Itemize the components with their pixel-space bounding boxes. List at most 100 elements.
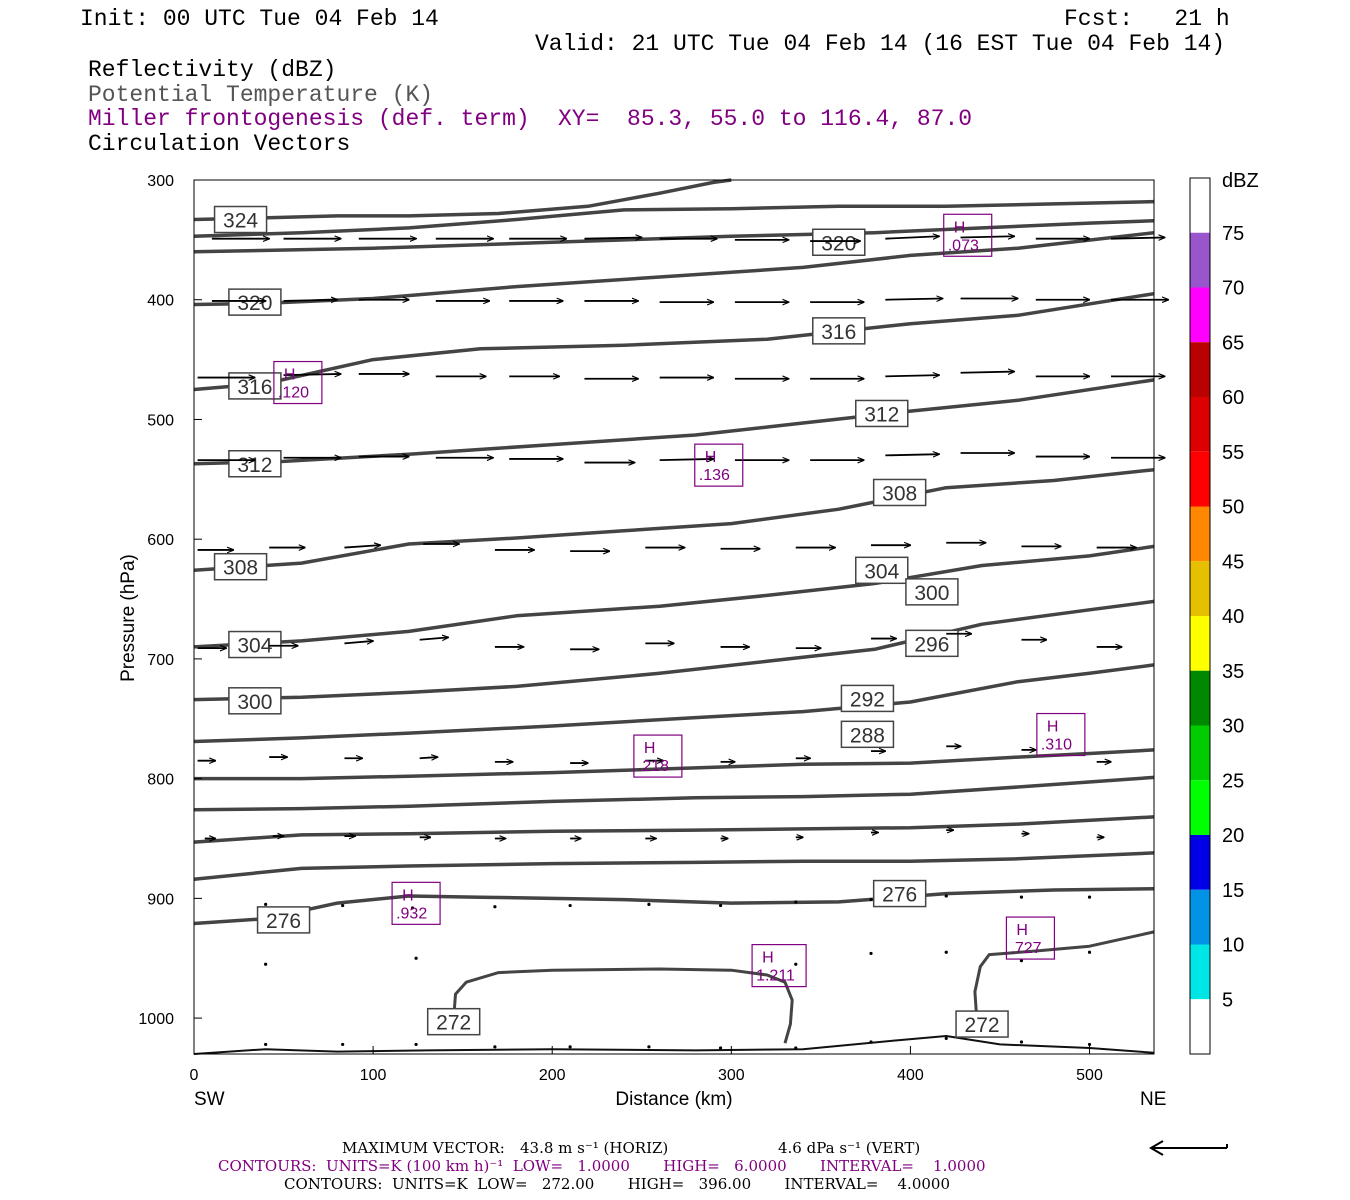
circulation-vector-dot bbox=[410, 906, 415, 910]
colorbar-swatch bbox=[1190, 780, 1210, 835]
colorbar-swatch bbox=[1190, 287, 1210, 343]
dbz-colorbar: 5 10 15 20 25 30 35 40 45 50 55 60 65 70 75 bbox=[1189, 177, 1244, 1055]
colorbar-swatch bbox=[1190, 342, 1210, 397]
circulation-vector-dot bbox=[414, 956, 418, 960]
colorbar-swatch bbox=[1190, 397, 1210, 452]
theta-contour-label-box bbox=[872, 879, 927, 908]
frontogenesis-max-letter: H bbox=[1047, 719, 1059, 736]
x-tick-label: 500 bbox=[1076, 1067, 1103, 1084]
contours-frontogenesis: CONTOURS: UNITS=K (100 km h)⁻¹ LOW= 1.00… bbox=[218, 1157, 986, 1175]
circulation-vector-dot bbox=[869, 1040, 873, 1044]
max-vector-label: MAXIMUM VECTOR: bbox=[342, 1139, 505, 1157]
theta-contour-line bbox=[973, 930, 1155, 1019]
colorbar-frame bbox=[1189, 177, 1211, 1055]
theta-contour-label-box bbox=[840, 720, 895, 749]
circulation-vector-dot bbox=[794, 1046, 798, 1050]
circulation-vector-dot bbox=[264, 902, 268, 906]
circulation-vector bbox=[1110, 237, 1165, 238]
x-tick-label: 100 bbox=[360, 1067, 387, 1084]
circulation-vector-dot bbox=[718, 1046, 723, 1050]
theta-contour-label: 272 bbox=[436, 1012, 471, 1035]
circulation-vector-dot bbox=[1087, 895, 1092, 899]
reference-vector-arrow bbox=[1149, 1140, 1228, 1156]
circulation-vector-dot bbox=[647, 1045, 651, 1049]
theta-contour-line bbox=[193, 887, 1155, 926]
circulation-vector bbox=[419, 757, 438, 758]
colorbar-swatch bbox=[1190, 725, 1210, 781]
colorbar-tick-label: 10 bbox=[1222, 935, 1244, 957]
circulation-vector-dot bbox=[647, 902, 651, 906]
colorbar-title: dBZ bbox=[1222, 170, 1259, 192]
frontogenesis-max-box bbox=[391, 881, 441, 925]
theta-contour-label: 292 bbox=[850, 688, 885, 711]
theta-contour-line bbox=[193, 663, 1155, 744]
frontogenesis-max-value: .120 bbox=[278, 385, 309, 402]
circulation-vector-dot bbox=[1019, 1040, 1024, 1044]
frontogenesis-max-letter: H bbox=[402, 887, 414, 904]
colorbar-swatch bbox=[1190, 506, 1210, 562]
theta-contour-label: 288 bbox=[850, 724, 885, 747]
frontogenesis-max-box bbox=[943, 213, 993, 257]
colorbar-swatch bbox=[1190, 944, 1210, 1000]
frontogenesis-max-value: .073 bbox=[948, 237, 979, 254]
theta-contour-label: 316 bbox=[237, 376, 272, 399]
frontogenesis-max-box bbox=[633, 734, 683, 778]
colorbar-tick-label: 45 bbox=[1222, 551, 1244, 573]
circulation-vector-dot bbox=[1087, 1042, 1092, 1047]
circulation-vector-dot bbox=[493, 905, 497, 909]
colorbar-tick-label: 15 bbox=[1222, 880, 1244, 902]
circulation-vector-dot bbox=[1019, 959, 1024, 963]
circulation-vector-dot bbox=[718, 903, 723, 908]
circulation-vector bbox=[659, 459, 714, 460]
theta-contour-line bbox=[194, 748, 1155, 781]
theta-contour-label: 300 bbox=[237, 691, 272, 714]
circulation-vector-dot bbox=[341, 903, 345, 908]
theta-contour-label-box bbox=[955, 1010, 1009, 1038]
circulation-vector bbox=[283, 374, 341, 375]
theta-contour-line bbox=[452, 967, 794, 1044]
theta-contour-line bbox=[193, 218, 1155, 254]
contours-theta: CONTOURS: UNITS=K LOW= 272.00 HIGH= 396.… bbox=[284, 1175, 950, 1193]
circulation-vector bbox=[344, 641, 373, 643]
theta-contour-line bbox=[193, 544, 1155, 649]
frontogenesis-max-box bbox=[694, 443, 744, 487]
field-frontogenesis: Miller frontogenesis (def. term) bbox=[88, 106, 530, 132]
theta-contour-label-box bbox=[228, 288, 282, 316]
init-time: Init: 00 UTC Tue 04 Feb 14 bbox=[80, 6, 439, 32]
x-tick-label: 400 bbox=[897, 1067, 924, 1084]
frontogenesis-max-box bbox=[273, 360, 323, 405]
theta-contour-label-box bbox=[905, 629, 959, 658]
axes: 300 400 500 600 700 800 900 1000 0 100 200 300 400 50… bbox=[138, 173, 1103, 1084]
theta-contour-line bbox=[193, 199, 1155, 239]
frontogenesis-max-box bbox=[1005, 916, 1056, 960]
theta-contour-label-box bbox=[855, 399, 909, 428]
theta-contour-label: 276 bbox=[266, 910, 301, 933]
x-tick-label: 0 bbox=[190, 1067, 199, 1084]
theta-contours: 324 320 316 312 308 304 300 320 316 312 308 304 300 2… bbox=[193, 178, 1155, 1055]
circulation-vector-dot bbox=[794, 962, 798, 966]
x-end-label-ne: NE bbox=[1140, 1089, 1166, 1110]
colorbar-tick-label: 65 bbox=[1222, 332, 1244, 354]
theta-contour-label: 324 bbox=[223, 210, 258, 233]
theta-contour-label-box bbox=[855, 556, 909, 585]
frontogenesis-max-value: .136 bbox=[699, 467, 730, 484]
theta-contour-line bbox=[193, 378, 1155, 466]
x-axis-label: Distance (km) bbox=[615, 1089, 732, 1110]
frontogenesis-max-value: .310 bbox=[1041, 737, 1072, 754]
colorbar-swatch bbox=[1190, 616, 1210, 671]
colorbar-tick-label: 40 bbox=[1222, 606, 1244, 628]
theta-contour-label-box bbox=[426, 1007, 481, 1036]
frontogenesis-max-value: 1.211 bbox=[756, 968, 795, 985]
frontogenesis-max-box bbox=[751, 943, 807, 988]
theta-contour-label: 296 bbox=[914, 633, 949, 656]
valid-time: Valid: 21 UTC Tue 04 Feb 14 (16 EST Tue … bbox=[535, 31, 1226, 57]
circulation-vector-dot bbox=[794, 900, 798, 904]
circulation-vector-dot bbox=[869, 951, 873, 956]
colorbar-swatch bbox=[1190, 889, 1210, 945]
colorbar-swatch bbox=[1190, 999, 1210, 1054]
circulation-vector-dot bbox=[944, 950, 948, 954]
circulation-vector bbox=[885, 375, 939, 376]
x-tick-label: 300 bbox=[718, 1067, 745, 1084]
theta-contour-label: 308 bbox=[223, 557, 258, 580]
